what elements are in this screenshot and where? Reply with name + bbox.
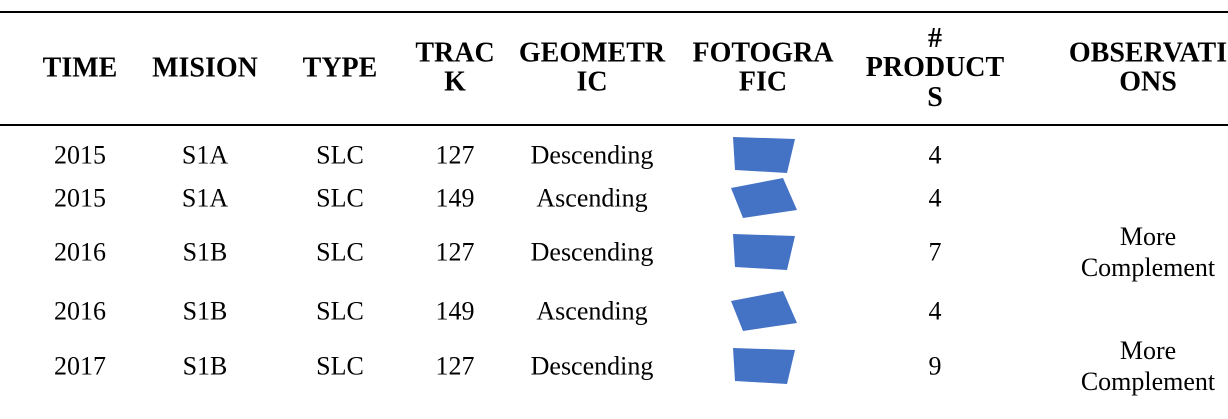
track-cell: 149	[435, 296, 475, 326]
time-cell: 2016	[54, 237, 106, 267]
mission-cell: S1B	[182, 351, 228, 381]
type-cell: SLC	[316, 351, 364, 381]
type-cell: SLC	[316, 140, 364, 170]
observations-cell: More Complement	[1080, 221, 1216, 282]
mission-cell: S1A	[181, 140, 229, 170]
photo-shape	[731, 291, 797, 331]
column-header: FOTOGRAFIC	[692, 37, 834, 98]
column-header: MISION	[152, 52, 258, 84]
photo-shape	[731, 178, 797, 218]
mission-cell: S1B	[182, 237, 228, 267]
track-cell: 127	[435, 140, 475, 170]
products-cell: 4	[928, 296, 942, 326]
mission-cell: S1A	[181, 183, 229, 213]
track-cell: 127	[435, 237, 475, 267]
type-cell: SLC	[316, 183, 364, 213]
geometry-cell: Descending	[530, 237, 654, 267]
column-header: TRACK	[415, 37, 495, 98]
photo-icon	[731, 291, 797, 331]
track-cell: 127	[435, 351, 475, 381]
geometry-cell: Ascending	[536, 296, 648, 326]
products-cell: 4	[928, 140, 942, 170]
column-header: # PRODUCTS	[865, 22, 1005, 113]
type-cell: SLC	[316, 296, 364, 326]
time-cell: 2015	[54, 140, 106, 170]
photo-icon	[733, 137, 795, 173]
photo-shape	[733, 234, 795, 270]
products-cell: 4	[928, 183, 942, 213]
photo-icon	[733, 348, 795, 384]
type-cell: SLC	[316, 237, 364, 267]
column-header: TIME	[42, 52, 118, 84]
products-cell: 7	[928, 237, 942, 267]
time-cell: 2017	[54, 351, 106, 381]
products-cell: 9	[928, 351, 942, 381]
observations-cell: More Complement	[1080, 335, 1216, 396]
time-cell: 2016	[54, 296, 106, 326]
geometry-cell: Descending	[530, 140, 654, 170]
mission-cell: S1B	[182, 296, 228, 326]
photo-icon	[733, 234, 795, 270]
top-rule	[0, 11, 1228, 13]
geometry-cell: Descending	[530, 351, 654, 381]
track-cell: 149	[435, 183, 475, 213]
column-header: TYPE	[302, 52, 378, 84]
photo-shape	[733, 348, 795, 384]
time-cell: 2015	[54, 183, 106, 213]
column-header: GEOMETRIC	[518, 37, 666, 98]
photo-icon	[731, 178, 797, 218]
photo-shape	[733, 137, 795, 173]
column-header: OBSERVATIONS	[1068, 37, 1228, 98]
geometry-cell: Ascending	[536, 183, 648, 213]
header-rule	[0, 124, 1228, 126]
